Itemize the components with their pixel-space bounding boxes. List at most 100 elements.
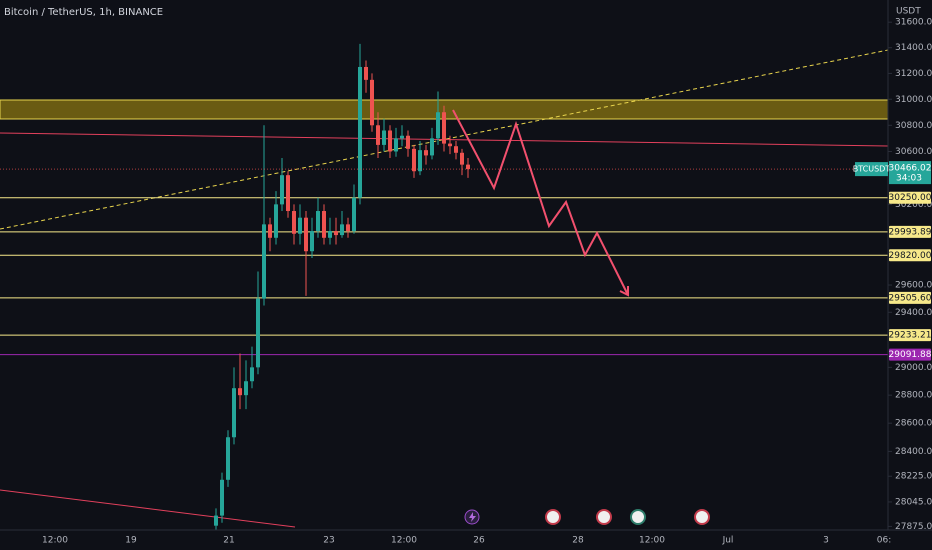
level-label: 29993.89 (889, 227, 932, 237)
levels (0, 197, 888, 356)
y-axis: 31600.00 31400.00 31200.00 31000.00 30800.00… (888, 18, 932, 532)
event-icon[interactable] (596, 509, 612, 525)
candle-body (352, 197, 356, 232)
level-tag (889, 348, 931, 361)
candle-body (226, 437, 230, 480)
y-tick-label: 31200.00 (895, 69, 932, 79)
x-tick-label: 12:00 (391, 536, 417, 546)
symbol-label: BTCUSDT (853, 165, 891, 174)
candle-body (466, 164, 470, 170)
level-label: 29091.88 (889, 350, 932, 360)
x-tick-label: 28 (572, 536, 584, 546)
x-tick-label: 12:00 (639, 536, 665, 546)
candle-body (304, 217, 308, 252)
event-icon[interactable] (630, 509, 646, 525)
candle-body (232, 388, 236, 438)
level-tag (889, 225, 931, 238)
level-tag (889, 291, 931, 304)
candle-body (250, 367, 254, 382)
candle-body (388, 130, 392, 152)
level-label: 30250.00 (889, 193, 932, 203)
candle-body (418, 150, 422, 172)
candle-body (400, 135, 404, 139)
candle-body (406, 135, 410, 149)
candle-body (448, 143, 452, 147)
candle-body (436, 112, 440, 139)
candle-body (262, 224, 266, 299)
candle-body (322, 211, 326, 238)
event-icon[interactable] (694, 509, 710, 525)
candle-body (424, 150, 428, 156)
y-tick-label: 27875.00 (895, 522, 932, 532)
candle-body (394, 138, 398, 152)
candle-body (340, 224, 344, 236)
candle-body (370, 79, 374, 126)
candle-body (358, 66, 362, 198)
candle-body (430, 138, 434, 156)
level-label: 29820.00 (889, 251, 932, 261)
candle-body (238, 388, 242, 396)
candle-body (364, 66, 368, 80)
chart-title: Bitcoin / TetherUS, 1h, BINANCE (4, 7, 163, 18)
candle-body (274, 204, 278, 238)
candle-body (382, 130, 386, 145)
candle-body (454, 146, 458, 153)
level-tag (889, 249, 931, 262)
event-icons (464, 509, 710, 525)
x-tick-label: 12:00 (42, 536, 68, 546)
y-tick-label: 28225.00 (895, 472, 932, 482)
event-icon[interactable] (545, 509, 561, 525)
x-tick-label: 19 (125, 536, 137, 546)
candle-body (220, 479, 224, 516)
candle-body (328, 231, 332, 238)
x-tick-label: 26 (473, 536, 485, 546)
x-tick-label: 06: (877, 536, 891, 546)
y-tick-label: 28045.00 (895, 497, 932, 507)
y-tick-label: 28400.00 (895, 447, 932, 457)
x-tick-label: 23 (323, 536, 334, 546)
candle-body (280, 175, 284, 205)
candle-body (316, 211, 320, 232)
projection-path (452, 109, 629, 296)
x-tick-label: 21 (223, 536, 234, 546)
level-tag (889, 191, 931, 204)
y-tick-label: 31600.00 (895, 18, 932, 28)
candle-body (298, 217, 302, 234)
countdown-label: 34:03 (896, 174, 922, 184)
arrow-head (619, 286, 629, 297)
x-tick-label: 3 (823, 536, 829, 546)
x-axis: 12:00 19 21 23 12:00 26 28 12:00 Jul 3 06: (42, 536, 891, 546)
price-axis[interactable] (888, 0, 932, 550)
y-tick-label: 31400.00 (895, 43, 932, 53)
y-tick-label: 29000.00 (895, 363, 932, 373)
y-tick-label: 29400.00 (895, 308, 932, 318)
y-tick-label: 30600.00 (895, 147, 932, 157)
candle-body (412, 148, 416, 172)
level-tag (889, 329, 931, 342)
candle-body (256, 298, 260, 368)
candle-body (376, 125, 380, 145)
level-label: 29505.60 (889, 293, 932, 303)
price-tag (889, 161, 931, 185)
level-label: 29233.21 (889, 331, 932, 341)
trend-line (0, 489, 296, 528)
y-tick-label: 28600.00 (895, 419, 932, 429)
y-tick-label: 28800.00 (895, 391, 932, 401)
trend-line (0, 49, 889, 230)
candle-body (268, 224, 272, 238)
candle-body (286, 175, 290, 212)
candles (214, 43, 470, 530)
x-tick-label: Jul (722, 536, 734, 546)
candle-body (292, 211, 296, 234)
candle-body (334, 231, 338, 236)
y-tick-label: 30200.00 (895, 200, 932, 210)
y-tick-label: 31000.00 (895, 95, 932, 105)
candle-body (460, 152, 464, 165)
candle-body (214, 515, 218, 526)
candle-body (442, 112, 446, 144)
y-tick-label: 30800.00 (895, 121, 932, 131)
